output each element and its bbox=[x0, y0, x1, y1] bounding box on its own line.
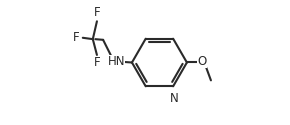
Text: F: F bbox=[73, 31, 80, 44]
Text: N: N bbox=[169, 92, 178, 106]
Text: O: O bbox=[197, 55, 206, 68]
Text: F: F bbox=[94, 56, 101, 69]
Text: HN: HN bbox=[107, 55, 125, 68]
Text: F: F bbox=[94, 6, 101, 19]
